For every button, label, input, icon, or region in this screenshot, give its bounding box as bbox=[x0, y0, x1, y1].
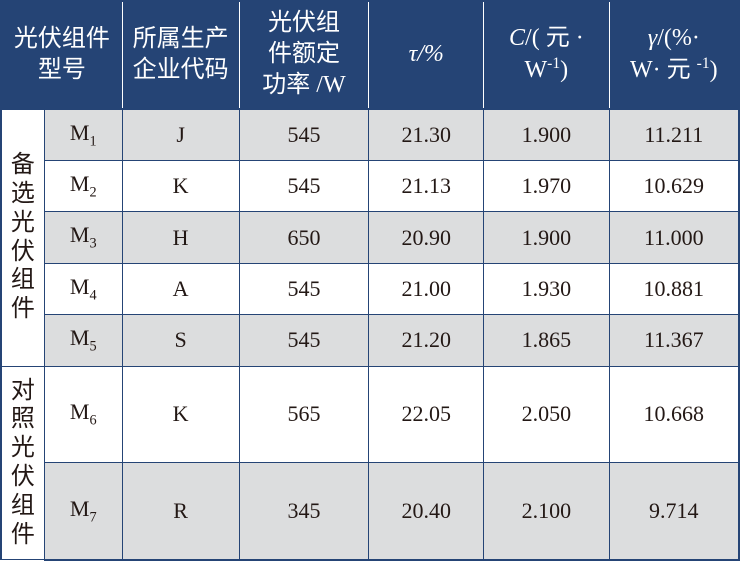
col-model-line1: 光伏组件 bbox=[14, 26, 110, 52]
gamma-cell: 11.000 bbox=[609, 212, 739, 263]
tau-cell: 20.90 bbox=[369, 212, 484, 263]
c-cell: 1.900 bbox=[484, 109, 610, 161]
tau-cell: 22.05 bbox=[369, 366, 484, 462]
power-cell: 545 bbox=[239, 263, 369, 314]
col-power-line3: 功率 /W bbox=[262, 72, 345, 98]
tau-cell: 21.00 bbox=[369, 263, 484, 314]
tau-cell: 21.20 bbox=[369, 315, 484, 366]
gamma-cell: 10.668 bbox=[609, 366, 739, 462]
col-g-unit2: W· 元 bbox=[630, 57, 697, 83]
power-cell: 545 bbox=[239, 160, 369, 211]
col-company-line1: 所属生产 bbox=[133, 26, 229, 52]
table-row: M7 R 345 20.40 2.100 9.714 bbox=[1, 462, 739, 559]
table-row: M4 A 545 21.00 1.930 10.881 bbox=[1, 263, 739, 314]
tau-cell: 21.30 bbox=[369, 109, 484, 161]
c-cell: 2.100 bbox=[484, 462, 610, 559]
col-gamma: γ/(%· W· 元 -1) bbox=[609, 1, 739, 109]
model-cell: M2 bbox=[44, 160, 122, 211]
col-model-type: 光伏组件 型号 bbox=[1, 1, 122, 109]
col-c-close: ) bbox=[560, 57, 568, 83]
col-company: 所属生产 企业代码 bbox=[122, 1, 239, 109]
col-c-sym: C bbox=[509, 25, 525, 51]
col-c-unit2: W bbox=[525, 57, 548, 83]
col-g-sup: -1 bbox=[697, 55, 710, 72]
gamma-cell: 9.714 bbox=[609, 462, 739, 559]
col-g-close: ) bbox=[710, 57, 718, 83]
col-tau: τ/% bbox=[369, 1, 484, 109]
power-cell: 565 bbox=[239, 366, 369, 462]
col-g-sym: γ bbox=[648, 25, 657, 51]
company-cell: J bbox=[122, 109, 239, 161]
gamma-cell: 10.629 bbox=[609, 160, 739, 211]
group-candidate: 备选光伏组件 bbox=[1, 109, 44, 366]
company-cell: K bbox=[122, 366, 239, 462]
table-row: M5 S 545 21.20 1.865 11.367 bbox=[1, 315, 739, 366]
col-c-sup: -1 bbox=[547, 55, 560, 72]
power-cell: 545 bbox=[239, 315, 369, 366]
gamma-cell: 11.367 bbox=[609, 315, 739, 366]
col-power-line2: 件额定 bbox=[268, 41, 340, 67]
col-c-unit1: /( 元 · bbox=[525, 25, 584, 51]
col-tau-label: τ/% bbox=[409, 41, 444, 67]
group-control: 对照光伏组件 bbox=[1, 366, 44, 560]
c-cell: 2.050 bbox=[484, 366, 610, 462]
table-row: M2 K 545 21.13 1.970 10.629 bbox=[1, 160, 739, 211]
table-row: 备选光伏组件 M1 J 545 21.30 1.900 11.211 bbox=[1, 109, 739, 161]
c-cell: 1.970 bbox=[484, 160, 610, 211]
table-row: 对照光伏组件 M6 K 565 22.05 2.050 10.668 bbox=[1, 366, 739, 462]
model-cell: M4 bbox=[44, 263, 122, 314]
col-power-line1: 光伏组 bbox=[268, 10, 340, 36]
table-row: M3 H 650 20.90 1.900 11.000 bbox=[1, 212, 739, 263]
c-cell: 1.865 bbox=[484, 315, 610, 366]
col-c: C/( 元 · W-1) bbox=[484, 1, 610, 109]
model-cell: M5 bbox=[44, 315, 122, 366]
tau-cell: 20.40 bbox=[369, 462, 484, 559]
company-cell: K bbox=[122, 160, 239, 211]
company-cell: A bbox=[122, 263, 239, 314]
power-cell: 545 bbox=[239, 109, 369, 161]
model-cell: M1 bbox=[44, 109, 122, 161]
c-cell: 1.930 bbox=[484, 263, 610, 314]
col-company-line2: 企业代码 bbox=[133, 57, 229, 83]
model-cell: M3 bbox=[44, 212, 122, 263]
model-cell: M7 bbox=[44, 462, 122, 559]
col-power: 光伏组 件额定 功率 /W bbox=[239, 1, 369, 109]
gamma-cell: 11.211 bbox=[609, 109, 739, 161]
model-cell: M6 bbox=[44, 366, 122, 462]
c-cell: 1.900 bbox=[484, 212, 610, 263]
header-row: 光伏组件 型号 所属生产 企业代码 光伏组 件额定 功率 /W τ/% C/( … bbox=[1, 1, 739, 109]
power-cell: 345 bbox=[239, 462, 369, 559]
company-cell: H bbox=[122, 212, 239, 263]
gamma-cell: 10.881 bbox=[609, 263, 739, 314]
company-cell: R bbox=[122, 462, 239, 559]
col-model-line2: 型号 bbox=[38, 57, 86, 83]
tau-cell: 21.13 bbox=[369, 160, 484, 211]
col-g-unit1: /(%· bbox=[657, 25, 700, 51]
power-cell: 650 bbox=[239, 212, 369, 263]
pv-module-table: 光伏组件 型号 所属生产 企业代码 光伏组 件额定 功率 /W τ/% C/( … bbox=[0, 0, 740, 561]
company-cell: S bbox=[122, 315, 239, 366]
